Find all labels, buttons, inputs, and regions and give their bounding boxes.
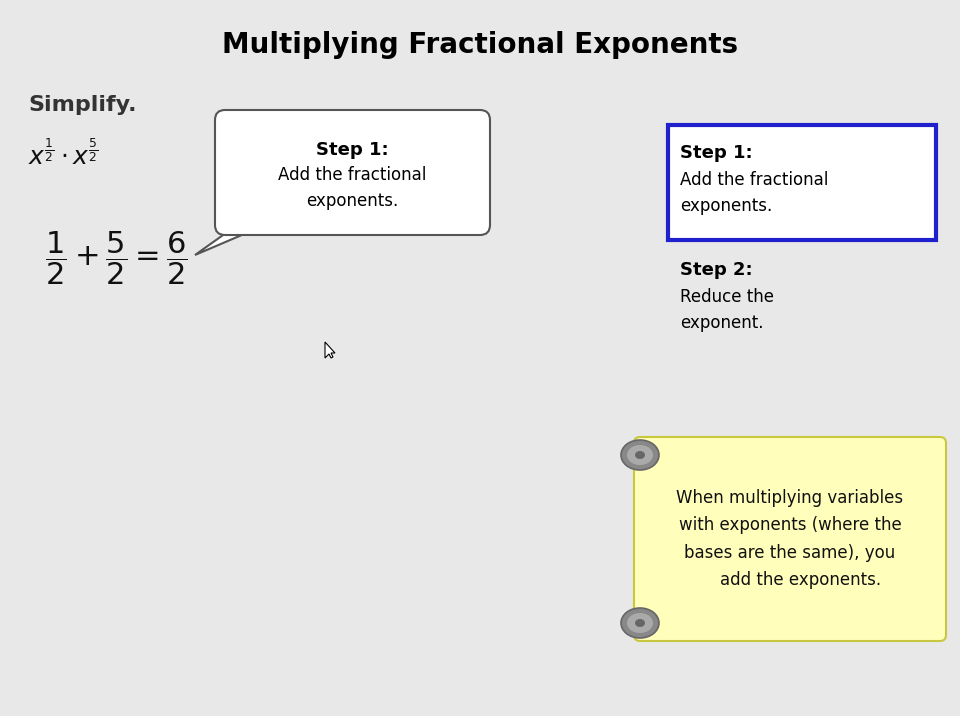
Polygon shape <box>325 342 335 358</box>
Text: Step 1:: Step 1: <box>680 144 753 162</box>
Text: Multiplying Fractional Exponents: Multiplying Fractional Exponents <box>222 31 738 59</box>
Text: When multiplying variables
with exponents (where the
bases are the same), you
  : When multiplying variables with exponent… <box>677 489 903 589</box>
Ellipse shape <box>635 451 645 459</box>
Text: Simplify.: Simplify. <box>28 95 136 115</box>
Ellipse shape <box>635 619 645 627</box>
Text: $x^{\frac{1}{2}} \cdot x^{\frac{5}{2}}$: $x^{\frac{1}{2}} \cdot x^{\frac{5}{2}}$ <box>28 140 99 170</box>
Ellipse shape <box>627 613 653 633</box>
Polygon shape <box>242 224 268 233</box>
Text: Add the fractional
exponents.: Add the fractional exponents. <box>680 171 828 215</box>
Text: $\dfrac{1}{2} + \dfrac{5}{2} = \dfrac{6}{2}$: $\dfrac{1}{2} + \dfrac{5}{2} = \dfrac{6}… <box>45 229 188 287</box>
FancyBboxPatch shape <box>634 437 946 641</box>
Ellipse shape <box>621 608 659 638</box>
FancyBboxPatch shape <box>215 110 490 235</box>
Text: Step 1:: Step 1: <box>316 141 389 159</box>
Text: Reduce the
exponent.: Reduce the exponent. <box>680 288 774 332</box>
Polygon shape <box>195 223 270 255</box>
Text: Step 2:: Step 2: <box>680 261 753 279</box>
Text: Add the fractional
exponents.: Add the fractional exponents. <box>278 167 426 210</box>
Ellipse shape <box>627 445 653 465</box>
FancyBboxPatch shape <box>668 125 936 240</box>
Ellipse shape <box>621 440 659 470</box>
